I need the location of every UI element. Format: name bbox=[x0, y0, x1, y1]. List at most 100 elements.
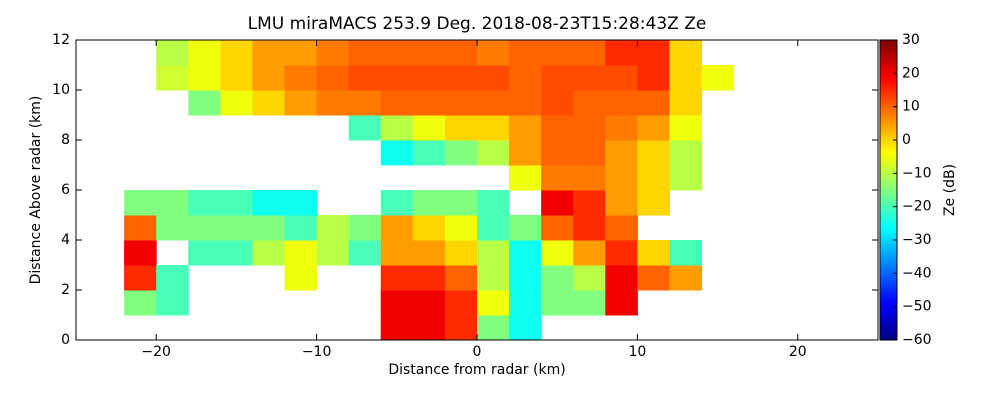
heat-cell bbox=[188, 90, 221, 116]
colorbar-strip bbox=[880, 96, 897, 101]
colorbar-strip bbox=[880, 243, 897, 248]
heat-cell bbox=[573, 190, 606, 216]
colorbar-strip bbox=[880, 196, 897, 201]
colorbar-strip bbox=[880, 46, 897, 51]
heat-cell bbox=[541, 165, 574, 191]
heat-cell bbox=[701, 65, 735, 91]
colorbar-strip bbox=[880, 330, 897, 334]
heat-cell bbox=[348, 90, 382, 116]
colorbar-strip bbox=[880, 63, 897, 68]
colorbar-strip bbox=[880, 256, 897, 261]
colorbar-strip bbox=[880, 266, 897, 271]
heat-cell bbox=[573, 165, 606, 191]
heat-cell bbox=[669, 40, 703, 66]
colorbar-strip bbox=[880, 40, 897, 44]
colorbar-strip bbox=[880, 116, 897, 121]
heatmap bbox=[124, 40, 735, 341]
y-tick-label: 6 bbox=[61, 182, 70, 198]
heat-cell bbox=[156, 65, 189, 91]
heat-cell bbox=[124, 240, 157, 266]
heat-cell bbox=[444, 215, 478, 241]
colorbar-strip bbox=[880, 223, 897, 228]
heat-cell bbox=[573, 265, 606, 291]
colorbar-strip bbox=[880, 143, 897, 148]
colorbar-strip bbox=[880, 250, 897, 254]
heat-cell bbox=[412, 215, 446, 241]
heat-cell bbox=[477, 215, 510, 241]
heat-cell bbox=[252, 190, 286, 216]
y-tick-label: 0 bbox=[61, 332, 70, 348]
colorbar-strip bbox=[880, 166, 897, 171]
heat-cell bbox=[637, 40, 670, 66]
heat-cell bbox=[605, 240, 638, 266]
colorbar-tick-label: −40 bbox=[902, 265, 932, 281]
heat-cell bbox=[412, 140, 446, 166]
heat-cell bbox=[477, 240, 510, 266]
heat-cell bbox=[156, 265, 189, 291]
heat-cell bbox=[669, 140, 703, 166]
heat-cell bbox=[380, 90, 414, 116]
heat-cell bbox=[477, 315, 510, 341]
heat-cell bbox=[220, 90, 253, 116]
colorbar-strip bbox=[880, 170, 897, 174]
colorbar-strip bbox=[880, 280, 897, 284]
heat-cell bbox=[284, 215, 318, 241]
colorbar-strip bbox=[880, 236, 897, 241]
heat-cell bbox=[348, 240, 382, 266]
heat-cell bbox=[573, 240, 606, 266]
heat-cell bbox=[316, 90, 350, 116]
heat-cell bbox=[477, 190, 510, 216]
colorbar-strip bbox=[880, 333, 897, 338]
heat-cell bbox=[444, 40, 478, 66]
heat-cell bbox=[509, 315, 542, 341]
heat-cell bbox=[509, 165, 542, 191]
heat-cell bbox=[444, 315, 478, 341]
y-tick-label: 4 bbox=[61, 232, 70, 248]
colorbar-strip bbox=[880, 146, 897, 151]
heat-cell bbox=[252, 65, 286, 91]
colorbar-strip bbox=[880, 100, 897, 104]
colorbar-frame bbox=[879, 39, 898, 341]
heat-cell bbox=[605, 215, 638, 241]
heat-cell bbox=[252, 240, 286, 266]
heat-cell bbox=[316, 240, 350, 266]
heat-cell bbox=[188, 40, 221, 66]
heat-cell bbox=[541, 215, 574, 241]
heat-cell bbox=[124, 215, 157, 241]
heat-cell bbox=[509, 90, 542, 116]
heat-cell bbox=[220, 190, 253, 216]
colorbar-tick-label: −20 bbox=[902, 199, 932, 215]
heat-cell bbox=[124, 265, 157, 291]
colorbar-strip bbox=[880, 263, 897, 268]
colorbar-strip bbox=[880, 290, 897, 294]
heat-cell bbox=[669, 240, 703, 266]
heat-cell bbox=[477, 265, 510, 291]
heat-cell bbox=[156, 290, 189, 316]
heat-cell bbox=[605, 165, 638, 191]
heat-cell bbox=[284, 40, 318, 66]
heat-cell bbox=[188, 215, 221, 241]
heat-cell bbox=[637, 65, 670, 91]
heat-cell bbox=[348, 40, 382, 66]
colorbar-strip bbox=[880, 220, 897, 224]
colorbar-strip bbox=[880, 156, 897, 161]
heat-cell bbox=[316, 40, 350, 66]
colorbar-strip bbox=[880, 140, 897, 144]
colorbar-strip bbox=[880, 120, 897, 124]
colorbar-strip bbox=[880, 286, 897, 291]
colorbar-strip bbox=[880, 123, 897, 128]
heat-cell bbox=[541, 265, 574, 291]
y-tick-label: 8 bbox=[61, 132, 70, 148]
heat-cell bbox=[380, 140, 414, 166]
colorbar-strip bbox=[880, 80, 897, 84]
heat-cell bbox=[412, 90, 446, 116]
heat-cell bbox=[669, 90, 703, 116]
colorbar-strip bbox=[880, 126, 897, 131]
heat-cell bbox=[637, 90, 670, 116]
colorbar-strip bbox=[880, 303, 897, 308]
x-axis-label: Distance from radar (km) bbox=[388, 362, 565, 378]
colorbar-strip bbox=[880, 163, 897, 168]
heat-cell bbox=[284, 265, 318, 291]
colorbar-strip bbox=[880, 90, 897, 94]
